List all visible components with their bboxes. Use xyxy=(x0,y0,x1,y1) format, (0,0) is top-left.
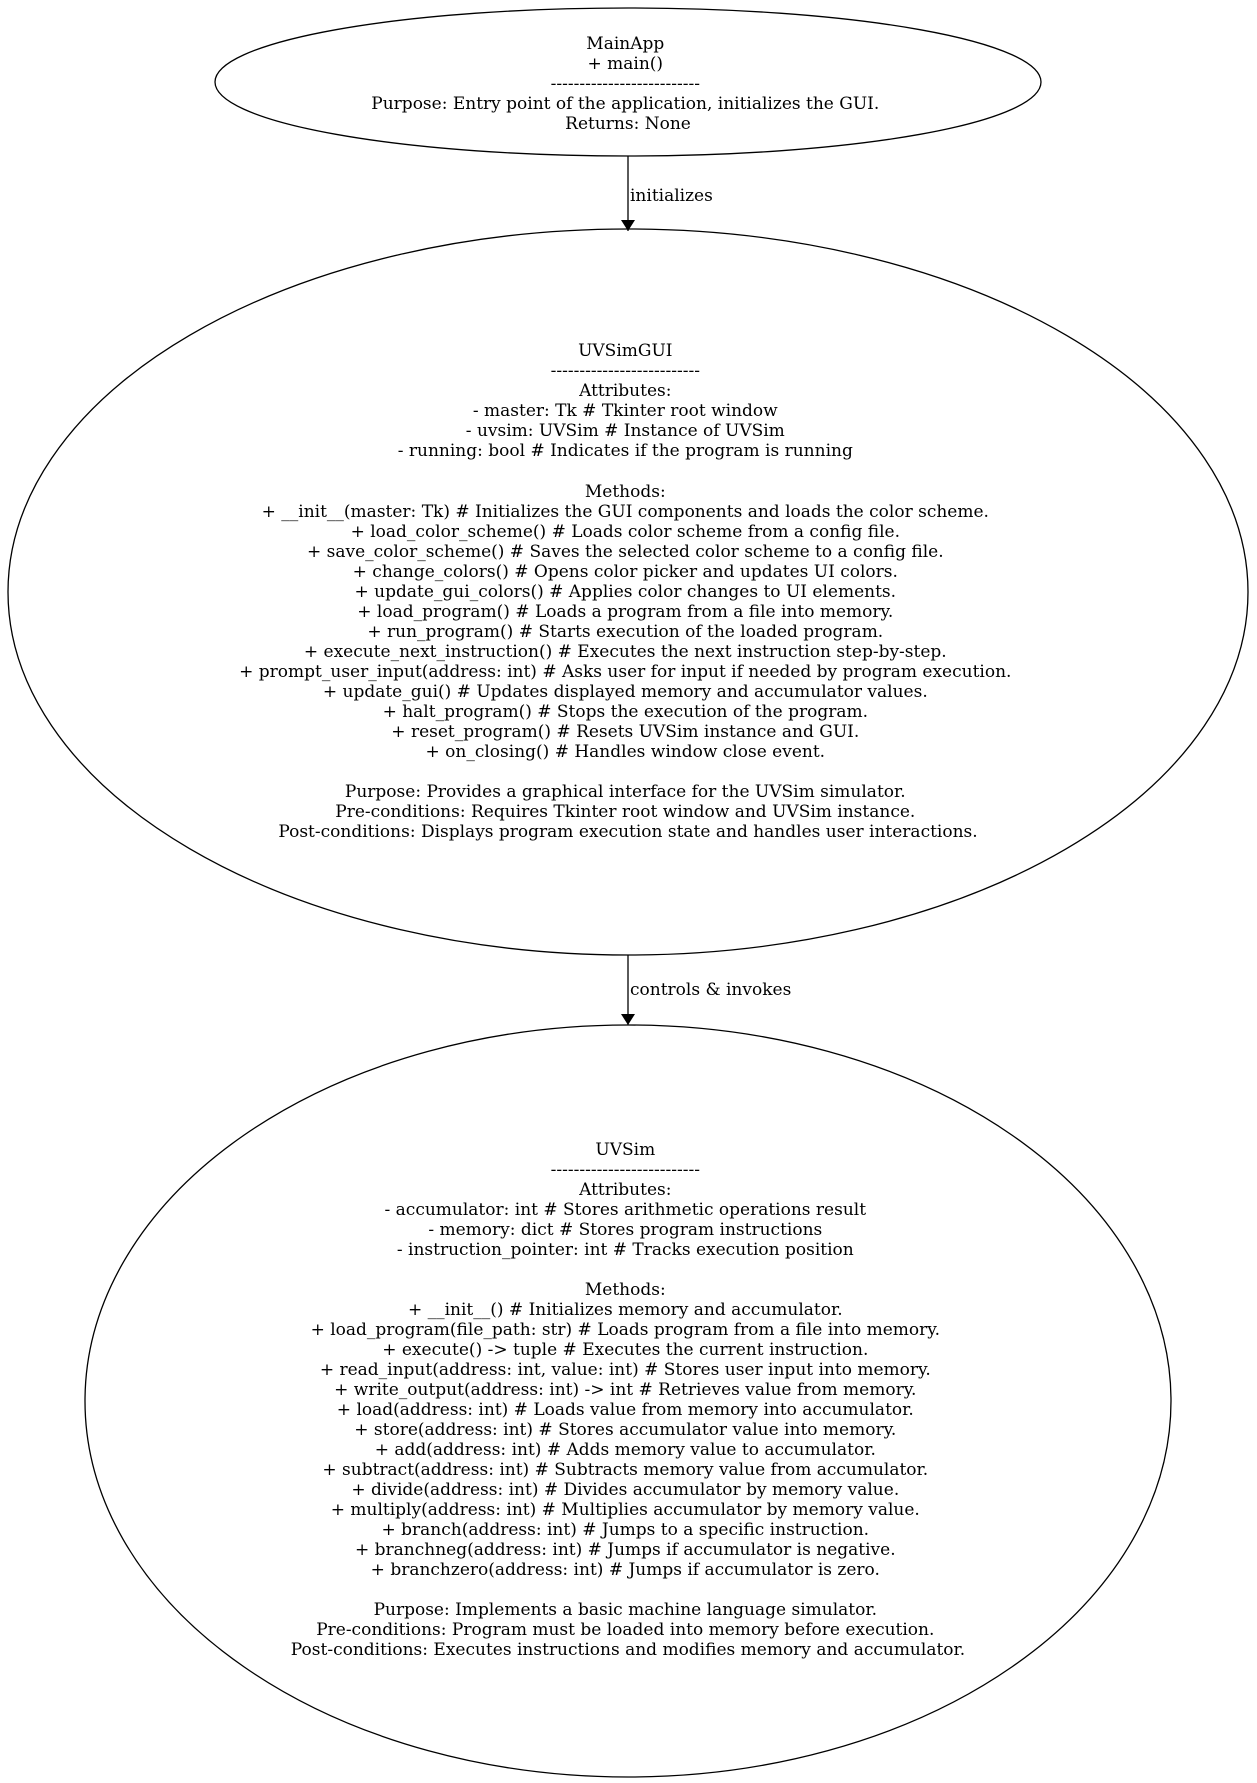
node-uvsim-line: + store(address: int) # Stores accumulat… xyxy=(354,1420,896,1440)
node-uvsimgui-line: - running: bool # Indicates if the progr… xyxy=(398,441,853,461)
node-uvsimgui-line: Attributes: xyxy=(578,381,671,401)
node-uvsimgui-line: + reset_program() # Resets UVSim instanc… xyxy=(391,722,859,742)
node-uvsim-line: + multiply(address: int) # Multiplies ac… xyxy=(331,1500,920,1520)
node-uvsimgui: UVSimGUI -------------------------- Attr… xyxy=(7,228,1249,956)
edge-initializes-label: initializes xyxy=(630,186,713,206)
node-uvsimgui-line: Purpose: Provides a graphical interface … xyxy=(345,782,906,802)
node-uvsim-line: + read_input(address: int, value: int) #… xyxy=(320,1360,931,1380)
node-mainapp-label: MainApp + main() -----------------------… xyxy=(371,34,884,134)
node-uvsimgui-line: + run_program() # Starts execution of th… xyxy=(367,622,883,642)
node-uvsim-line: + branch(address: int) # Jumps to a spec… xyxy=(381,1520,869,1540)
node-uvsim-line: + divide(address: int) # Divides accumul… xyxy=(351,1480,899,1500)
node-uvsimgui-line: Methods: xyxy=(585,482,666,502)
node-mainapp: MainApp + main() -----------------------… xyxy=(214,7,1042,157)
node-uvsim-label: UVSim -------------------------- Attribu… xyxy=(291,1140,965,1660)
node-mainapp-line: MainApp xyxy=(586,34,664,54)
node-uvsim-line: + __init__() # Initializes memory and ac… xyxy=(408,1300,843,1320)
node-uvsimgui-line: + load_color_scheme() # Loads color sche… xyxy=(351,522,900,542)
node-uvsimgui-line: + __init__(master: Tk) # Initializes the… xyxy=(262,502,989,522)
node-uvsim-line: + load_program(file_path: str) # Loads p… xyxy=(311,1320,940,1340)
node-uvsimgui-line: + on_closing() # Handles window close ev… xyxy=(426,742,826,762)
edge-initializes: initializes xyxy=(621,156,713,231)
node-uvsim-line: Attributes: xyxy=(578,1180,671,1200)
node-uvsim-line: + load(address: int) # Loads value from … xyxy=(337,1400,914,1420)
node-uvsim-line: Pre-conditions: Program must be loaded i… xyxy=(316,1620,934,1640)
edge-controls-invokes: controls & invokes xyxy=(621,955,791,1025)
node-uvsimgui-line: Post-conditions: Displays program execut… xyxy=(278,822,977,842)
node-uvsimgui-line: + update_gui() # Updates displayed memor… xyxy=(323,682,928,702)
node-uvsimgui-line: + save_color_scheme() # Saves the select… xyxy=(307,542,944,562)
node-uvsimgui-line: + prompt_user_input(address: int) # Asks… xyxy=(239,662,1011,682)
node-uvsim-ellipse xyxy=(84,1024,1172,1778)
node-uvsimgui-line: Pre-conditions: Requires Tkinter root wi… xyxy=(335,802,915,822)
node-uvsimgui-line: + update_gui_colors() # Applies color ch… xyxy=(355,582,897,602)
node-mainapp-line: Returns: None xyxy=(565,114,691,134)
node-uvsim-line: + add(address: int) # Adds memory value … xyxy=(375,1440,876,1460)
node-uvsim-line: -------------------------- xyxy=(551,1160,700,1180)
node-uvsim-line: Methods: xyxy=(585,1280,666,1300)
node-uvsimgui-line: + halt_program() # Stops the execution o… xyxy=(383,702,868,722)
node-uvsimgui-line: - master: Tk # Tkinter root window xyxy=(473,401,778,421)
node-mainapp-line: -------------------------- xyxy=(551,74,700,94)
node-mainapp-line: + main() xyxy=(588,54,664,74)
node-uvsim-line: UVSim xyxy=(595,1140,655,1160)
node-uvsimgui-line: - uvsim: UVSim # Instance of UVSim xyxy=(466,421,785,441)
node-uvsim-line: - accumulator: int # Stores arithmetic o… xyxy=(385,1200,867,1220)
node-uvsim-line: + branchneg(address: int) # Jumps if acc… xyxy=(355,1540,896,1560)
node-uvsim-line: Purpose: Implements a basic machine lang… xyxy=(374,1600,877,1620)
node-uvsim-line: - memory: dict # Stores program instruct… xyxy=(428,1220,822,1240)
node-uvsimgui-line: + load_program() # Loads a program from … xyxy=(357,602,893,622)
node-uvsim-line: + write_output(address: int) -> int # Re… xyxy=(334,1380,916,1400)
edge-controls-invokes-label: controls & invokes xyxy=(630,980,791,1000)
node-uvsim: UVSim -------------------------- Attribu… xyxy=(84,1024,1172,1778)
node-uvsim-line: - instruction_pointer: int # Tracks exec… xyxy=(397,1240,854,1260)
node-uvsim-line: + execute() -> tuple # Executes the curr… xyxy=(382,1340,868,1360)
node-uvsimgui-line: -------------------------- xyxy=(551,361,700,381)
node-mainapp-line: Purpose: Entry point of the application,… xyxy=(371,94,879,114)
node-uvsim-line: Post-conditions: Executes instructions a… xyxy=(291,1640,965,1660)
node-uvsimgui-line: UVSimGUI xyxy=(578,341,672,361)
node-uvsimgui-label: UVSimGUI -------------------------- Attr… xyxy=(239,341,1017,842)
node-uvsim-line: + subtract(address: int) # Subtracts mem… xyxy=(322,1460,928,1480)
node-uvsimgui-line: + execute_next_instruction() # Executes … xyxy=(304,642,947,662)
node-uvsim-line: + branchzero(address: int) # Jumps if ac… xyxy=(371,1560,880,1580)
node-uvsimgui-line: + change_colors() # Opens color picker a… xyxy=(353,562,898,582)
